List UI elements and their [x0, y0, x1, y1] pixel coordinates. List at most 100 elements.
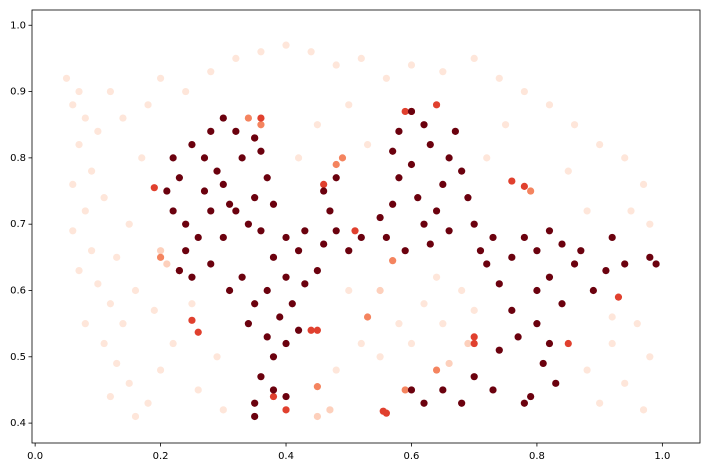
point — [87, 247, 96, 255]
x-tick-label: 0.4 — [278, 451, 294, 462]
point — [533, 320, 541, 328]
point — [125, 220, 133, 228]
point — [501, 121, 510, 129]
point — [646, 253, 654, 261]
y-tick-label: 0.9 — [10, 87, 26, 98]
point — [426, 141, 434, 149]
point — [639, 406, 648, 414]
y-tick-label: 0.6 — [10, 285, 26, 296]
point — [495, 280, 503, 288]
point — [313, 383, 321, 391]
point — [514, 333, 522, 341]
point — [476, 247, 485, 255]
point — [596, 141, 604, 149]
point — [520, 87, 528, 96]
point — [389, 257, 397, 265]
point — [219, 406, 227, 414]
point — [263, 174, 271, 182]
point — [313, 412, 321, 421]
point — [313, 121, 321, 129]
point — [326, 207, 334, 215]
point — [144, 101, 152, 109]
point — [545, 273, 554, 281]
point — [169, 154, 177, 162]
point — [379, 407, 387, 415]
point — [489, 233, 497, 242]
x-tick-label: 1.0 — [654, 451, 670, 462]
point — [627, 207, 635, 215]
point — [458, 286, 466, 295]
point — [113, 253, 121, 261]
point — [106, 392, 115, 401]
point — [646, 220, 654, 228]
point — [451, 127, 459, 135]
point — [464, 339, 472, 348]
point — [257, 373, 265, 381]
point — [583, 366, 591, 374]
point — [545, 227, 554, 235]
point — [633, 320, 641, 328]
point — [545, 339, 554, 348]
point — [407, 339, 416, 348]
point — [445, 359, 453, 368]
point — [188, 316, 196, 324]
point — [458, 167, 466, 175]
point — [332, 160, 340, 169]
point — [552, 379, 560, 387]
point — [244, 220, 252, 228]
point — [182, 247, 190, 255]
point — [194, 328, 202, 336]
point — [376, 286, 384, 295]
point — [520, 399, 528, 407]
point — [175, 174, 183, 182]
point — [207, 207, 215, 215]
point — [156, 366, 165, 374]
point — [621, 379, 629, 387]
y-tick-label: 0.4 — [10, 418, 26, 429]
point — [200, 154, 209, 162]
point — [188, 300, 196, 308]
point — [608, 233, 616, 242]
point — [395, 127, 403, 135]
point — [351, 227, 359, 235]
point — [150, 184, 158, 192]
point — [558, 240, 566, 248]
point — [232, 127, 240, 135]
point — [432, 207, 441, 215]
point — [144, 399, 152, 407]
point — [207, 68, 215, 76]
point — [376, 213, 384, 222]
point — [589, 286, 597, 295]
point — [407, 107, 416, 116]
point — [363, 313, 372, 321]
point — [294, 247, 303, 255]
point — [69, 227, 77, 235]
point — [420, 300, 428, 308]
plot-frame — [31, 9, 701, 444]
point — [94, 127, 102, 135]
point — [420, 399, 428, 407]
point — [326, 406, 334, 414]
point — [182, 87, 190, 96]
point — [75, 87, 83, 96]
point — [119, 114, 127, 122]
point — [608, 313, 616, 321]
point — [332, 174, 340, 182]
point — [269, 353, 278, 361]
point — [244, 114, 252, 122]
x-tick-label: 0.8 — [529, 451, 545, 462]
point — [389, 200, 397, 208]
point — [545, 101, 554, 109]
point — [282, 41, 290, 49]
point — [470, 339, 478, 348]
point — [282, 392, 290, 401]
point — [81, 320, 89, 328]
point — [269, 392, 278, 401]
point — [395, 174, 403, 182]
point — [94, 280, 102, 288]
point — [464, 194, 472, 202]
point — [276, 313, 284, 321]
point — [69, 180, 77, 188]
point — [81, 207, 89, 215]
point — [301, 280, 309, 288]
